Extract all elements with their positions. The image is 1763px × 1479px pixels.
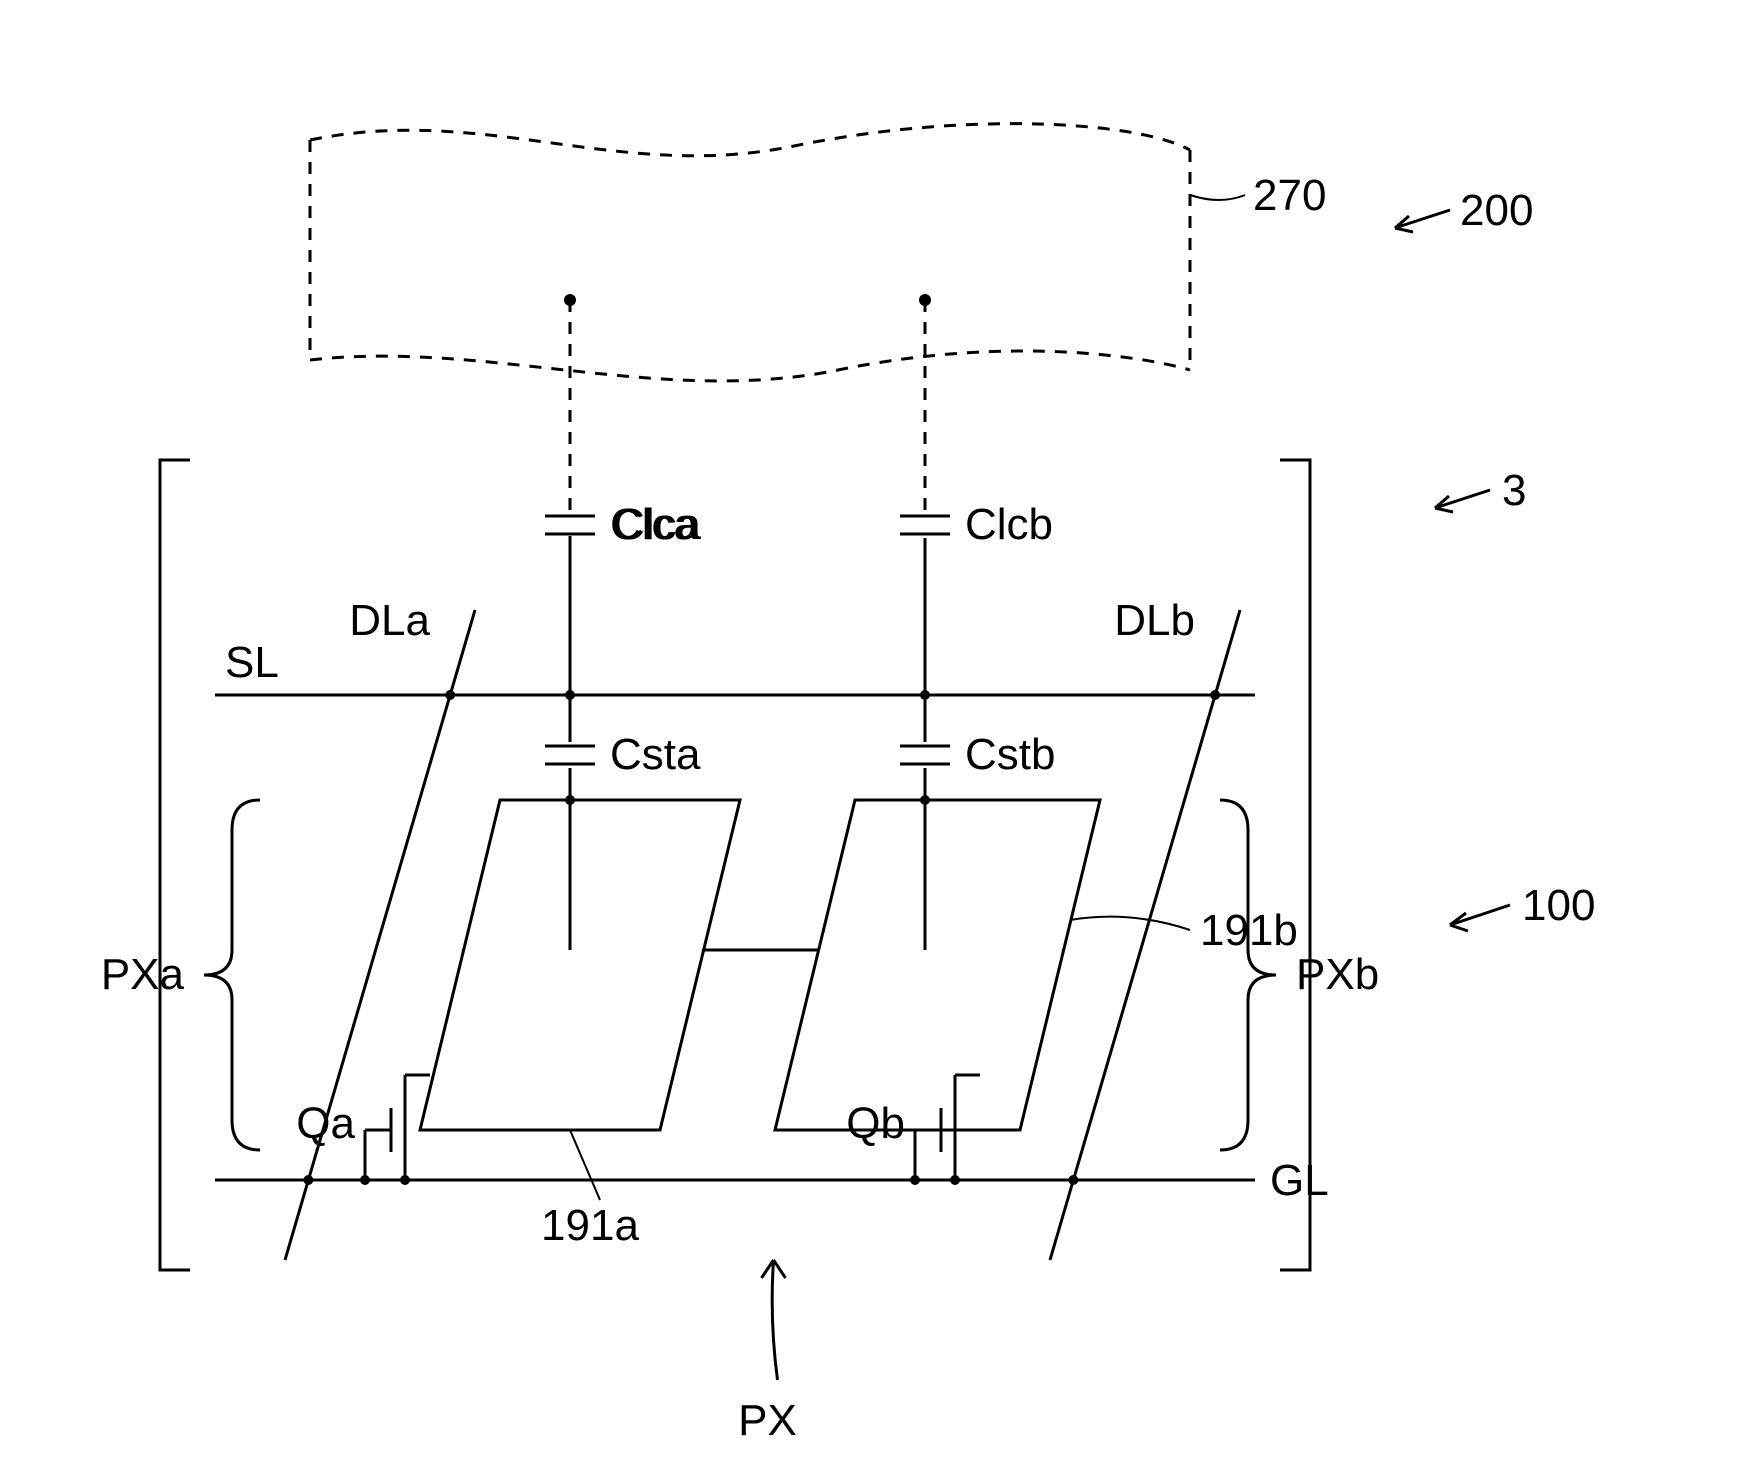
- label-pxb: PXb: [1296, 950, 1379, 999]
- upper-plate-top-edge: [310, 124, 1190, 156]
- label-qb: Qb: [846, 1099, 905, 1148]
- label-gl: GL: [1270, 1156, 1329, 1205]
- pixel-electrode-b: [775, 800, 1100, 1130]
- label-px: PX: [738, 1396, 797, 1445]
- label-200: 200: [1460, 186, 1533, 235]
- brace-pxa: [204, 800, 260, 1150]
- label-dla: DLa: [349, 596, 430, 645]
- label-100: 100: [1522, 881, 1595, 930]
- label-3: 3: [1502, 466, 1526, 515]
- label-sl: SL: [225, 638, 279, 687]
- label-270: 270: [1253, 171, 1326, 220]
- label-191a: 191a: [541, 1201, 639, 1250]
- bracket-left: [160, 460, 190, 1270]
- label-191b: 191b: [1200, 906, 1298, 955]
- pixel-electrode-a: [420, 800, 740, 1130]
- label-pxa: PXa: [101, 950, 185, 999]
- bracket-right: [1280, 460, 1310, 1270]
- label-clcb: Clcb: [965, 500, 1053, 549]
- brace-pxb: [1220, 800, 1276, 1150]
- label-csta: Csta: [610, 730, 701, 779]
- label-cstb: Cstb: [965, 730, 1055, 779]
- upper-plate-bottom-edge: [310, 351, 1190, 381]
- label-dlb: DLb: [1114, 596, 1195, 645]
- label-qa: Qa: [296, 1099, 355, 1148]
- label-clca: Clca: [610, 500, 699, 549]
- line-dla: [285, 610, 475, 1260]
